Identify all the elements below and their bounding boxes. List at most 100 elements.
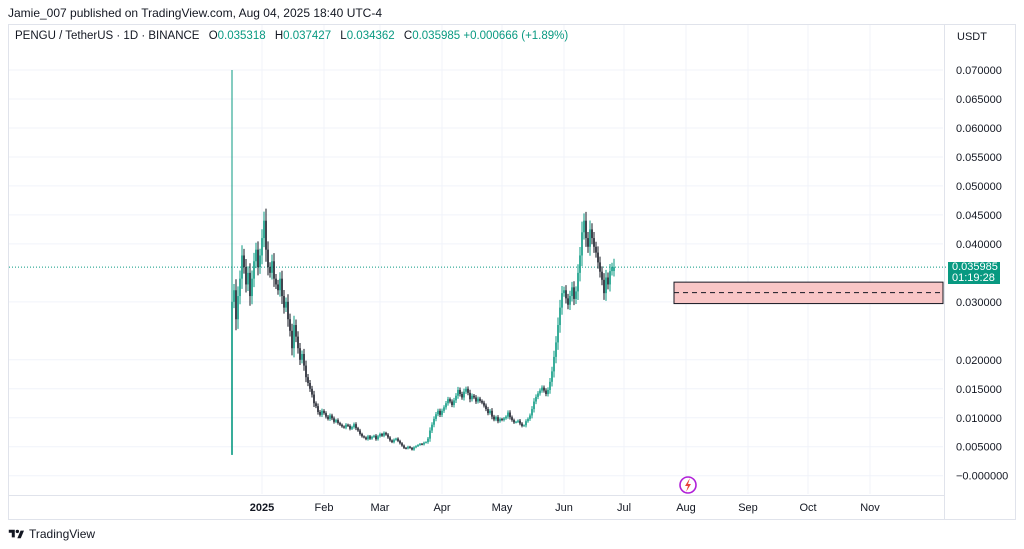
candle xyxy=(427,438,429,443)
candle xyxy=(515,421,517,423)
candle xyxy=(513,420,515,423)
candle xyxy=(375,435,377,440)
open-label: O xyxy=(208,30,218,42)
candle xyxy=(545,390,547,394)
last-price-value: 0.035985 xyxy=(952,261,998,273)
candle xyxy=(477,398,479,402)
last-price-tag: 0.035985 01:19:28 xyxy=(948,262,1000,284)
candle xyxy=(313,394,315,404)
candle xyxy=(233,290,235,302)
price-axis-separator xyxy=(944,24,945,520)
candle xyxy=(401,443,403,446)
candle xyxy=(485,405,487,410)
candle xyxy=(463,391,465,398)
candle xyxy=(303,354,305,366)
tradingview-logo-icon xyxy=(8,529,24,539)
candle xyxy=(245,267,247,285)
candle xyxy=(429,430,431,439)
candle xyxy=(357,428,359,431)
event-lightning-icon[interactable] xyxy=(679,476,697,494)
candle xyxy=(319,411,321,415)
low-label: L xyxy=(340,30,347,42)
candle xyxy=(337,420,339,423)
candle xyxy=(395,438,397,440)
candle xyxy=(399,440,401,444)
candle xyxy=(417,445,419,447)
candle xyxy=(481,400,483,403)
close-value: 0.035985 xyxy=(412,30,461,42)
price-axis-label: 0.065000 xyxy=(956,94,1002,106)
candle xyxy=(583,220,585,233)
candle xyxy=(351,427,353,429)
symbol-legend[interactable]: PENGU / TetherUS · 1D · BINANCE O0.03531… xyxy=(15,30,568,42)
candle xyxy=(405,447,407,449)
candle xyxy=(537,393,539,397)
candle xyxy=(345,424,347,428)
candle xyxy=(445,403,447,408)
price-axis-label: 0.070000 xyxy=(956,65,1002,77)
candle xyxy=(379,433,381,437)
candle xyxy=(491,410,493,417)
price-axis-label: 0.030000 xyxy=(956,297,1002,309)
candle xyxy=(301,354,303,360)
close-label: C xyxy=(403,30,413,42)
candle xyxy=(369,436,371,439)
candle xyxy=(341,424,343,427)
candle xyxy=(249,272,251,297)
candle xyxy=(239,278,241,297)
candle xyxy=(557,325,559,343)
candle xyxy=(431,424,433,431)
candle xyxy=(577,272,579,292)
currency-label[interactable]: USDT xyxy=(957,31,987,43)
candle xyxy=(501,418,503,421)
candle xyxy=(533,401,535,410)
candle xyxy=(559,307,561,326)
candle xyxy=(231,301,233,455)
candle xyxy=(483,402,485,406)
tradingview-footer[interactable]: TradingView xyxy=(8,527,95,541)
low-value: 0.034362 xyxy=(346,30,395,42)
candle xyxy=(567,298,569,305)
tradingview-brand: TradingView xyxy=(29,527,96,541)
publisher-credit: Jamie_007 published on TradingView.com, … xyxy=(8,6,383,20)
candle xyxy=(611,267,613,272)
candle xyxy=(441,410,443,415)
time-axis-label: Sep xyxy=(738,502,758,514)
candle xyxy=(543,387,545,391)
candle xyxy=(385,432,387,435)
candle xyxy=(449,399,451,402)
candle xyxy=(237,296,239,320)
candle xyxy=(413,447,415,450)
time-axis-label: Mar xyxy=(371,502,390,514)
bar-countdown: 01:19:28 xyxy=(952,272,995,284)
candle xyxy=(511,417,513,421)
candle xyxy=(275,278,277,285)
candle xyxy=(407,446,409,449)
candle xyxy=(437,410,439,415)
candle xyxy=(597,252,599,263)
time-axis-label: Apr xyxy=(433,502,450,514)
price-axis-label: 0.015000 xyxy=(956,384,1002,396)
candle xyxy=(241,255,243,279)
candle xyxy=(339,422,341,425)
candle xyxy=(591,229,593,239)
symbol-title[interactable]: PENGU / TetherUS · 1D · BINANCE xyxy=(15,30,200,42)
candle xyxy=(307,377,309,383)
candle xyxy=(579,255,581,273)
time-axis-label: Jul xyxy=(617,502,631,514)
candle xyxy=(595,246,597,253)
candle xyxy=(367,436,369,440)
candle xyxy=(371,436,373,439)
candle xyxy=(547,389,549,394)
candle xyxy=(377,436,379,440)
candle xyxy=(305,365,307,378)
candle xyxy=(273,261,275,279)
price-axis-label: −0.000000 xyxy=(956,471,1008,483)
candle xyxy=(255,249,257,262)
candle xyxy=(411,447,413,450)
candle xyxy=(549,381,551,390)
candle xyxy=(269,267,271,273)
candle xyxy=(521,423,523,426)
candle xyxy=(535,396,537,402)
